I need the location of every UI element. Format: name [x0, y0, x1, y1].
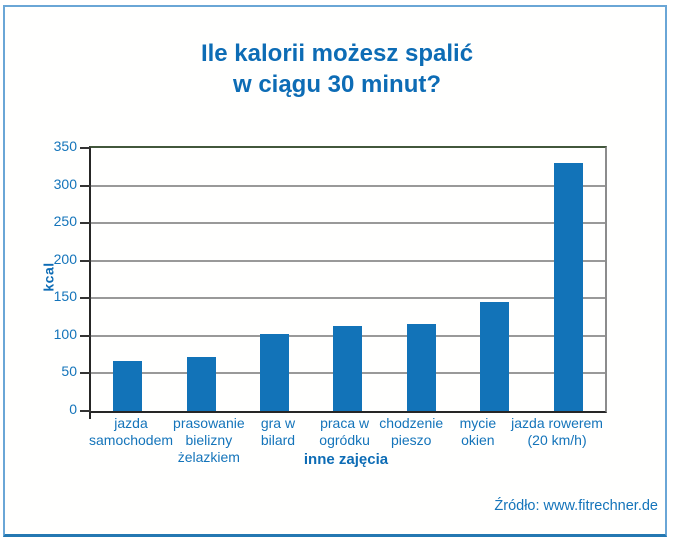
bar-2	[260, 333, 290, 411]
x-category-label-line: (20 km/h)	[527, 432, 587, 448]
chart-title-line2: w ciągu 30 minut?	[232, 71, 442, 98]
x-category-label-line: chodzenie	[379, 415, 444, 431]
gridline-200	[91, 259, 605, 262]
y-tick-label-300: 300	[53, 175, 77, 192]
plot-area	[80, 146, 607, 419]
y-tick-label-100: 100	[53, 325, 77, 342]
source-credit: Źródło: www.fitrechner.de	[494, 498, 658, 514]
bar-cell-3	[311, 148, 384, 411]
y-tick-label-350: 350	[53, 138, 77, 154]
x-category-label-5: mycie okien	[445, 415, 512, 466]
x-category-label-line: okien	[461, 432, 495, 448]
x-category-label-2: gra w bilard	[245, 415, 312, 466]
bar-cell-1	[164, 148, 237, 411]
x-category-label-1: prasowanie bielizny żelazkiem	[173, 415, 245, 466]
bar-cell-2	[238, 148, 311, 411]
gridline-300	[91, 184, 605, 187]
x-category-label-line: bilard	[260, 432, 296, 448]
y-tick-150	[80, 297, 91, 300]
x-category-label-line: praca w	[320, 415, 370, 431]
y-tick-50	[80, 372, 91, 375]
bar-3	[333, 326, 363, 411]
x-axis-title: inne zajęcia	[303, 451, 389, 468]
y-tick-label-250: 250	[53, 213, 77, 230]
y-tick-0	[80, 410, 91, 412]
x-category-label-line: pieszo	[390, 432, 432, 448]
bar-cell-4	[385, 148, 458, 411]
y-tick-label-200: 200	[53, 250, 77, 267]
y-tick-350	[80, 147, 91, 149]
x-category-label-line: jazda	[114, 415, 148, 431]
x-category-label-line: jazda rowerem	[511, 415, 603, 431]
x-category-label-line: samochodem	[89, 432, 174, 448]
gridline-250	[91, 222, 605, 225]
y-tick-label-0: 0	[69, 401, 77, 417]
y-tick-250	[80, 222, 91, 225]
x-axis-corner-tick	[89, 411, 91, 419]
x-axis-labels: jazda samochodem prasowanie bielizny żelazki…	[89, 415, 603, 466]
x-category-label-line: gra w	[260, 415, 296, 431]
bar-1	[186, 356, 216, 411]
y-tick-label-50: 50	[61, 363, 77, 380]
y-tick-200	[80, 259, 91, 262]
chart-title-line1: Ile kalorii możesz spalić	[200, 40, 474, 67]
x-category-label-line: żelazkiem	[177, 449, 240, 465]
x-category-label-line: ogródku	[319, 432, 370, 448]
x-category-label-line: bielizny	[185, 432, 233, 448]
chart-title: Ile kalorii możesz spalić w ciągu 30 min…	[0, 38, 674, 100]
bar-cell-6	[532, 148, 605, 411]
x-category-label-4: chodzenie pieszo	[378, 415, 445, 466]
x-category-label-3: praca w ogródku	[311, 415, 378, 466]
gridline-150	[91, 297, 605, 300]
y-tick-300	[80, 184, 91, 187]
bar-cell-0	[91, 148, 164, 411]
bar-0	[113, 361, 143, 411]
bar-4	[406, 323, 436, 411]
bar-cell-5	[458, 148, 531, 411]
x-category-label-6: jazda rowerem (20 km/h)	[511, 415, 603, 466]
y-axis-labels: 0 50 100 150 200 250 300 350	[0, 139, 77, 416]
x-category-label-line: prasowanie	[173, 415, 245, 431]
y-tick-label-150: 150	[53, 288, 77, 305]
x-category-label-line: mycie	[459, 415, 497, 431]
bar-5	[480, 302, 510, 411]
y-tick-100	[80, 334, 91, 337]
x-category-label-0: jazda samochodem	[89, 415, 173, 466]
bar-6	[553, 163, 583, 411]
